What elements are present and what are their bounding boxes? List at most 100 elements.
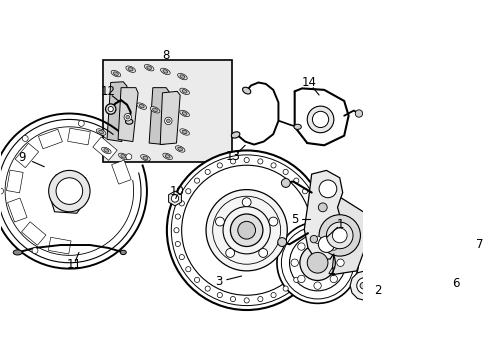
Circle shape <box>447 213 459 225</box>
Circle shape <box>194 277 199 283</box>
Circle shape <box>312 111 328 127</box>
Ellipse shape <box>121 155 125 158</box>
Circle shape <box>49 170 90 212</box>
Polygon shape <box>118 87 138 141</box>
Ellipse shape <box>144 64 154 71</box>
Circle shape <box>318 215 360 256</box>
Circle shape <box>175 214 180 219</box>
Ellipse shape <box>180 110 189 117</box>
Circle shape <box>171 195 178 202</box>
Polygon shape <box>149 87 169 144</box>
Circle shape <box>185 189 190 194</box>
Circle shape <box>299 245 335 280</box>
Circle shape <box>313 282 321 289</box>
Circle shape <box>217 292 222 298</box>
Text: 9: 9 <box>18 151 26 164</box>
Circle shape <box>108 107 113 112</box>
Circle shape <box>125 115 129 119</box>
Ellipse shape <box>177 147 182 151</box>
Ellipse shape <box>242 87 250 94</box>
Circle shape <box>293 277 298 283</box>
Ellipse shape <box>175 146 184 152</box>
Polygon shape <box>50 175 88 213</box>
Polygon shape <box>7 198 27 222</box>
Circle shape <box>318 180 336 198</box>
Polygon shape <box>67 128 90 145</box>
Ellipse shape <box>102 147 111 154</box>
Circle shape <box>205 190 287 271</box>
Circle shape <box>306 106 333 133</box>
Polygon shape <box>160 91 180 144</box>
Circle shape <box>125 154 132 160</box>
Circle shape <box>268 217 277 226</box>
Circle shape <box>281 179 290 188</box>
Circle shape <box>308 201 313 206</box>
Text: 14: 14 <box>301 76 316 89</box>
Circle shape <box>230 214 263 247</box>
Circle shape <box>283 169 287 175</box>
Circle shape <box>326 222 352 249</box>
Circle shape <box>217 163 222 168</box>
Ellipse shape <box>231 132 240 138</box>
Circle shape <box>237 221 255 239</box>
Circle shape <box>329 275 337 283</box>
Circle shape <box>270 163 276 168</box>
Ellipse shape <box>128 67 133 71</box>
Text: 11: 11 <box>66 258 81 271</box>
Polygon shape <box>48 237 71 254</box>
Circle shape <box>230 297 235 302</box>
Circle shape <box>290 259 298 266</box>
Ellipse shape <box>118 153 128 159</box>
Ellipse shape <box>103 149 108 152</box>
Polygon shape <box>21 222 46 245</box>
Circle shape <box>293 178 298 183</box>
Ellipse shape <box>142 156 147 159</box>
Circle shape <box>244 157 249 163</box>
Circle shape <box>355 110 362 117</box>
Circle shape <box>309 235 317 243</box>
Ellipse shape <box>125 66 135 72</box>
Circle shape <box>215 217 224 226</box>
Circle shape <box>175 241 180 247</box>
Circle shape <box>185 267 190 272</box>
Circle shape <box>356 278 372 294</box>
Circle shape <box>166 150 326 310</box>
Polygon shape <box>6 170 23 193</box>
Text: 3: 3 <box>215 275 223 288</box>
Text: 5: 5 <box>290 213 298 226</box>
Circle shape <box>276 222 358 303</box>
Circle shape <box>0 188 3 194</box>
Circle shape <box>447 236 458 247</box>
Ellipse shape <box>182 112 186 115</box>
Ellipse shape <box>180 88 189 95</box>
Polygon shape <box>430 197 475 254</box>
Text: 1: 1 <box>336 218 344 231</box>
Ellipse shape <box>137 103 146 109</box>
Ellipse shape <box>125 119 133 124</box>
Circle shape <box>442 209 463 229</box>
Ellipse shape <box>177 73 187 80</box>
Ellipse shape <box>146 66 151 69</box>
Ellipse shape <box>180 129 189 135</box>
Polygon shape <box>304 170 342 259</box>
Circle shape <box>332 228 346 243</box>
Ellipse shape <box>359 282 369 289</box>
Ellipse shape <box>160 68 170 75</box>
Circle shape <box>164 117 172 125</box>
Circle shape <box>277 238 286 247</box>
Polygon shape <box>39 129 62 149</box>
Polygon shape <box>15 143 39 168</box>
Circle shape <box>302 189 307 194</box>
Polygon shape <box>349 271 379 301</box>
Ellipse shape <box>293 124 301 129</box>
Polygon shape <box>107 82 127 141</box>
Circle shape <box>318 236 334 252</box>
Ellipse shape <box>182 90 186 93</box>
Circle shape <box>314 228 319 233</box>
Ellipse shape <box>96 129 106 135</box>
Circle shape <box>204 169 210 175</box>
Circle shape <box>124 113 131 121</box>
Ellipse shape <box>120 250 126 255</box>
Text: 8: 8 <box>162 49 169 62</box>
Circle shape <box>242 198 250 207</box>
